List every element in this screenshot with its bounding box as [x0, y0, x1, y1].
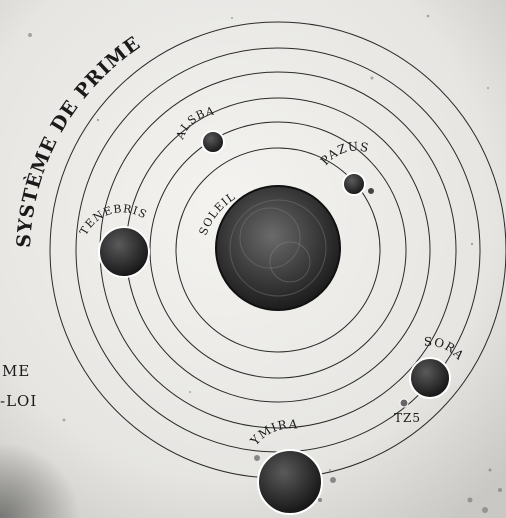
label-tz5: TZ5 [394, 411, 421, 425]
planet-tenebris [98, 226, 150, 278]
planet-alsba [201, 130, 225, 154]
planet-pazus [342, 172, 366, 196]
side-text-line-1: ME [2, 362, 30, 380]
moon-ymira-1 [254, 455, 260, 461]
orbit-2 [149, 121, 407, 379]
planet-ymira [257, 449, 323, 515]
corner-shadow [0, 330, 200, 518]
side-text-line-2: -LOI [0, 392, 37, 410]
orbit-1 [175, 147, 381, 353]
moon-ymira-2 [330, 477, 336, 483]
paper-speckles [28, 14, 502, 513]
moon-ymira-3 [318, 498, 322, 502]
sun [215, 185, 341, 311]
planet-sora [409, 357, 451, 399]
moon-pazus [368, 188, 374, 194]
moon-tz5 [399, 398, 409, 408]
